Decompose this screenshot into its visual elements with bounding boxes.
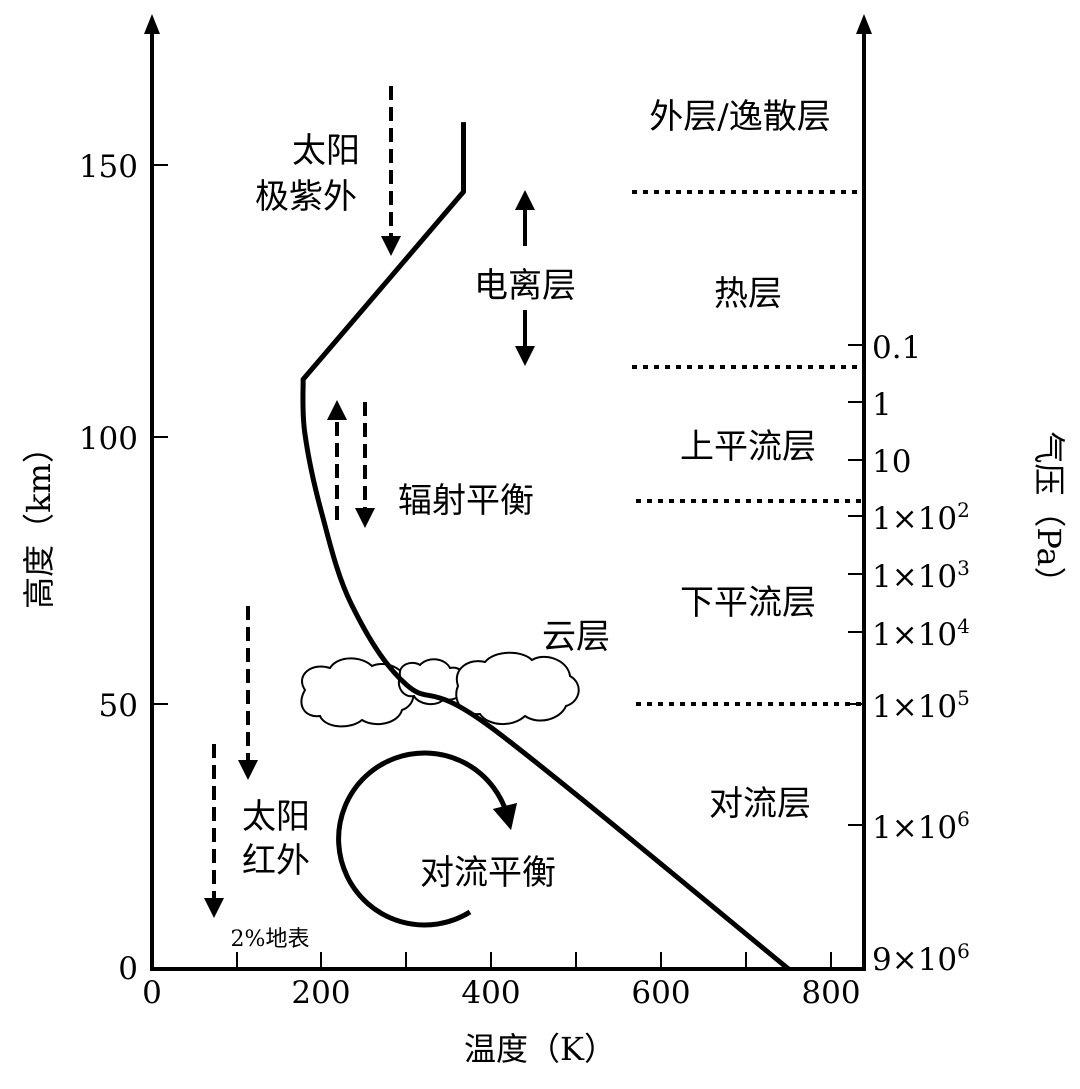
y-axis-left-title: 高度（km） <box>20 431 58 609</box>
temperature-profile-curve <box>300 122 791 971</box>
pressure-label: 1×10 <box>872 617 957 653</box>
pressure-label: 1×10 <box>872 810 957 846</box>
cloud-layer-icon <box>300 651 580 728</box>
pressure-label: 1×10 <box>872 559 957 595</box>
layer-boundaries <box>632 190 862 706</box>
x-tick-label: 800 <box>801 975 860 1011</box>
layer-lower-stratosphere: 下平流层 <box>680 583 816 623</box>
pressure-exp: 4 <box>957 614 970 638</box>
pressure-labels: 0.1 1 10 1×102 1×103 1×104 1×105 1×106 9… <box>872 330 970 978</box>
layer-thermosphere: 热层 <box>714 274 782 314</box>
convection-loop-arrow <box>336 750 518 928</box>
radiative-balance-label: 辐射平衡 <box>398 481 534 521</box>
ionosphere-label: 电离层 <box>474 266 576 306</box>
y-axis-right-arrow <box>856 14 872 34</box>
x-tick-label: 600 <box>631 975 690 1011</box>
layer-upper-stratosphere: 上平流层 <box>680 427 816 467</box>
pressure-label: 1×10 <box>872 689 957 725</box>
layer-exosphere: 外层/逸散层 <box>649 97 830 137</box>
convective-balance-label: 对流平衡 <box>420 853 556 893</box>
svg-text:1×106: 1×106 <box>872 807 970 846</box>
y-tick-label: 50 <box>99 688 138 724</box>
pressure-label: 10 <box>872 444 911 480</box>
svg-text:1: 1 <box>872 387 892 423</box>
svg-text:1×103: 1×103 <box>872 556 970 595</box>
cloud-layer-label: 云层 <box>542 617 610 657</box>
svg-text:1×105: 1×105 <box>872 686 970 725</box>
x-tick-label: 0 <box>142 975 162 1011</box>
pressure-exp: 3 <box>957 556 970 580</box>
pressure-label: 9×10 <box>872 942 957 978</box>
x-tick-marks <box>236 952 832 969</box>
pressure-tick-marks <box>848 344 864 826</box>
y-axis-left-arrow <box>144 14 160 34</box>
y-axis-right-title: 气压（Pa） <box>1030 431 1068 598</box>
solar-euv-label-line1: 太阳 <box>292 131 360 171</box>
cloud-left <box>300 657 415 728</box>
solar-ir-label-line2: 红外 <box>242 841 310 881</box>
svg-text:10: 10 <box>872 444 911 480</box>
y-tick-marks <box>152 164 168 705</box>
pressure-exp: 6 <box>957 807 970 831</box>
solar-ir-label-line1: 太阳 <box>242 797 310 837</box>
y-tick-label: 150 <box>79 149 138 185</box>
pressure-exp: 5 <box>957 686 970 710</box>
y-tick-label: 100 <box>79 421 138 457</box>
cloud-right <box>455 651 580 725</box>
svg-text:9×106: 9×106 <box>872 939 970 978</box>
svg-text:1×102: 1×102 <box>872 498 970 537</box>
pressure-label: 0.1 <box>872 330 921 366</box>
x-tick-label: 200 <box>291 975 350 1011</box>
pressure-label: 1×10 <box>872 501 957 537</box>
x-axis-title: 温度（K） <box>464 1030 616 1068</box>
solar-euv-label-line2: 极紫外 <box>255 177 357 217</box>
x-tick-label: 400 <box>461 975 520 1011</box>
pressure-label: 1 <box>872 387 892 423</box>
surface-fraction-label: 2%地表 <box>231 927 310 952</box>
svg-text:0.1: 0.1 <box>872 330 921 366</box>
svg-text:1×104: 1×104 <box>872 614 970 653</box>
pressure-exp: 2 <box>957 498 970 522</box>
pressure-exp: 6 <box>957 939 970 963</box>
layer-troposphere: 对流层 <box>709 784 811 824</box>
y-tick-label: 0 <box>118 951 138 987</box>
